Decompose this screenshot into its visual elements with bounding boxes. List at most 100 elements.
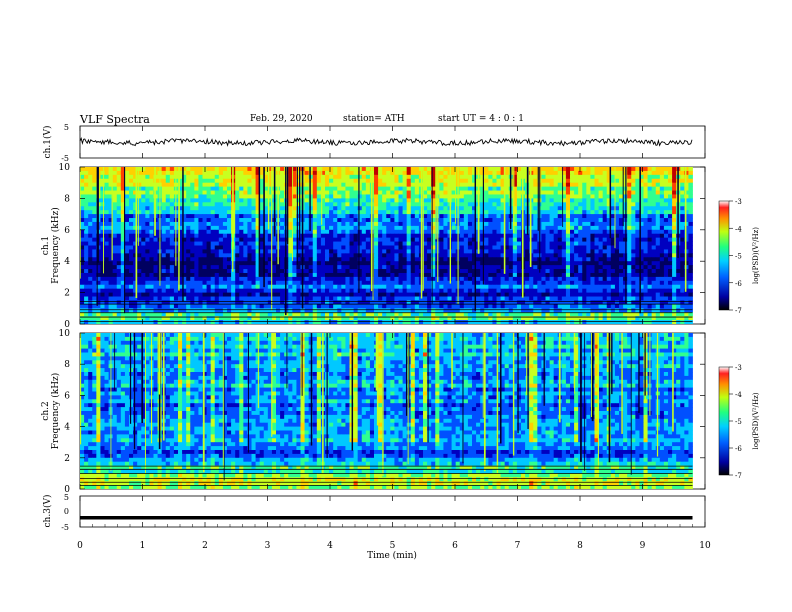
spectrogram-cell: [668, 292, 673, 297]
spectrogram-cell: [333, 245, 338, 250]
spectrogram-cell: [406, 167, 412, 172]
spectrogram-cell: [198, 284, 203, 290]
spectrogram-cell: [202, 218, 207, 223]
spectrogram-cell: [504, 225, 510, 231]
spectrogram-cell: [329, 202, 334, 207]
spectrogram-cell: [488, 194, 493, 199]
spectrogram-cell: [549, 221, 555, 227]
spectrogram-cell: [561, 202, 567, 207]
spectrogram-cell: [149, 265, 154, 270]
spectrogram-cell: [222, 198, 228, 203]
spectrogram-cell: [178, 276, 183, 282]
spectrogram-cell: [614, 214, 620, 219]
spectrogram-cell: [410, 170, 416, 176]
spectrogram-cell: [459, 167, 465, 172]
spectrogram-cell: [427, 221, 432, 227]
spectrogram-cell: [496, 178, 501, 184]
spectrogram-cell: [410, 206, 416, 211]
spectrogram-cell: [431, 265, 436, 270]
spectrogram-cell: [361, 186, 367, 191]
spectrogram-cell: [104, 225, 109, 231]
spectrogram-cell: [602, 194, 608, 199]
spectrogram-cell: [92, 245, 97, 250]
spectrogram-cell: [190, 276, 195, 282]
spectrogram-cell: [602, 241, 608, 246]
spectrogram-cell: [439, 237, 444, 242]
spectrogram-cell: [570, 194, 575, 199]
spectrogram-cell: [239, 229, 244, 235]
spectrogram-cell: [129, 253, 134, 258]
spectrogram-cell: [492, 265, 497, 270]
spectrogram-cell: [190, 253, 195, 258]
spectrogram-cell: [672, 229, 677, 235]
spectrogram-cell: [496, 210, 501, 215]
spectrogram-cell: [108, 225, 114, 231]
spectrogram-cell: [349, 284, 354, 290]
spectrogram-cell: [325, 210, 330, 215]
spectrogram-cell: [627, 225, 632, 231]
spectrogram-cell: [169, 296, 175, 301]
spectrogram-cell: [259, 280, 265, 286]
spectrogram-cell: [141, 170, 146, 176]
spectrogram-cell: [414, 241, 420, 246]
spectrogram-cell: [659, 225, 665, 231]
spectrogram-cell: [92, 280, 97, 286]
spectrogram-cell: [496, 280, 501, 286]
spectrogram-cell: [459, 288, 465, 294]
spectrogram-cell: [492, 261, 497, 266]
spectrogram-cell: [414, 288, 420, 294]
spectrogram-cell: [565, 225, 571, 231]
spectrogram-cell: [214, 253, 220, 258]
spectrogram-cell: [104, 229, 109, 235]
spectrogram-cell: [402, 249, 408, 254]
spectrogram-cell: [259, 174, 265, 180]
spectrogram-cell: [496, 218, 501, 223]
spectrogram-cell: [129, 229, 134, 235]
spectrogram-cell: [541, 288, 546, 294]
spectrogram-cell: [251, 292, 256, 297]
spectrogram-cell: [84, 261, 89, 266]
spectrogram-cell: [423, 269, 428, 274]
spectrogram-cell: [374, 253, 379, 258]
spectrogram-cell: [647, 265, 653, 270]
spectrogram-cell: [541, 272, 546, 278]
spectrogram-cell: [516, 170, 522, 176]
spectrogram-cell: [104, 182, 109, 188]
spectrogram-cell: [206, 245, 212, 250]
spectrogram-cell: [688, 225, 693, 231]
spectrogram-cell: [533, 186, 538, 191]
spectrogram-cell: [259, 210, 265, 215]
spectrogram-cell: [639, 241, 644, 246]
spectrogram-cell: [210, 170, 216, 176]
spectrogram-cell: [320, 202, 326, 207]
spectrogram-cell: [451, 178, 457, 184]
spectrogram-cell: [390, 218, 395, 223]
spectrogram-cell: [182, 210, 187, 215]
spectrogram-cell: [606, 245, 612, 250]
spectrogram-cell: [676, 265, 681, 270]
spectrogram-cell: [288, 214, 293, 219]
spectrogram-cell: [439, 276, 444, 282]
spectrogram-cell: [467, 241, 473, 246]
spectrogram-cell: [251, 265, 256, 270]
spectrogram-cell: [325, 257, 330, 262]
spectrogram-cell: [337, 225, 342, 231]
spectrogram-cell: [267, 206, 273, 211]
spectrogram-cell: [676, 288, 681, 294]
spectrogram-cell: [124, 245, 130, 250]
spectrogram-cell: [398, 194, 403, 199]
spectrogram-cell: [553, 210, 559, 215]
spectrogram-cell: [602, 284, 608, 290]
spectrogram-cell: [525, 288, 530, 294]
spectrogram-cell: [378, 167, 383, 172]
spectrogram-cell: [488, 284, 493, 290]
spectrogram-cell: [312, 167, 318, 172]
spectrogram-cell: [643, 272, 648, 278]
spectrogram-cell: [80, 249, 85, 254]
spectrogram-cell: [316, 194, 322, 199]
spectrogram-cell: [668, 221, 673, 227]
spectrogram-cell: [582, 284, 587, 290]
spectrogram-cell: [570, 280, 575, 286]
spectrogram-cell: [459, 194, 465, 199]
spectrogram-cell: [378, 261, 383, 266]
